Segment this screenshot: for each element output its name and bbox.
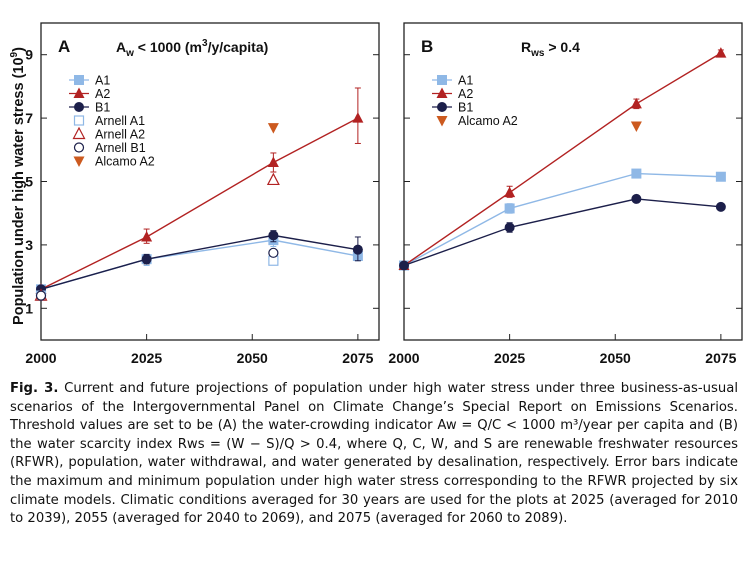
figure-caption: Fig. 3. Current and future projections o… (10, 380, 738, 529)
panel-b-legend-b1-marker (437, 102, 447, 112)
panel-a-legend-arnell-b1-marker (73, 142, 85, 153)
panel-b-xtick-label-2000: 2000 (388, 350, 419, 366)
panel-a-series-a2-point-2075 (352, 112, 364, 123)
panel-b-series-a1 (399, 168, 726, 271)
panel-a-legend-arnell-a2-label: Arnell A2 (95, 128, 145, 142)
panel-b-series-a1-point-2075 (715, 171, 726, 182)
panel-b-legend-alcamo-a2-label: Alcamo A2 (458, 114, 518, 128)
panel-a-title-part-2: < 1000 (m (134, 39, 202, 55)
panel-b-legend-a1-marker (437, 75, 447, 85)
panel-a-legend-alcamo-a2-label: Alcamo A2 (95, 155, 155, 169)
panel-a-series-alcamo-a2 (267, 123, 279, 134)
panel-a-series-a1-line (40, 239, 359, 290)
panel-a-title: Aw < 1000 (m3/y/capita) (116, 38, 268, 59)
panel-b-legend-a2-label: A2 (458, 87, 473, 101)
panel-a-title-part-4: /y/capita) (208, 39, 269, 55)
panel-a-ytick-label-7: 7 (25, 110, 33, 126)
panel-a-legend-a1-label: A1 (95, 74, 110, 88)
panel-a-legend-arnell-a1-marker (73, 115, 85, 126)
panel-b-series-b1-point-2025 (504, 222, 515, 233)
panel-b-series-alcamo-a2 (630, 121, 642, 133)
panel-a-legend-arnell-a2-marker (72, 126, 86, 140)
panel-a-ytick-label-9: 9 (25, 47, 33, 63)
panel-a-series-arnell-b1-point-2000 (35, 290, 47, 301)
panel-b-xtick-label-2050: 2050 (600, 350, 631, 366)
panel-a-frame (40, 22, 380, 341)
panel-b-xtick-label-2025: 2025 (494, 350, 525, 366)
panel-b-series-b1-point-2000 (399, 260, 409, 271)
panel-a-title-part-3: 3 (202, 38, 208, 49)
panel-a-series-arnell-a2 (34, 172, 280, 301)
panel-a-series-arnell-a1 (35, 255, 279, 301)
panel-b-series-b1 (399, 193, 726, 271)
panel-b-title-part-2: > 0.4 (544, 39, 580, 55)
panel-b-series-a1-point-2025 (504, 203, 515, 214)
panel-b-title-part-1: ws (530, 48, 545, 59)
panel-a-title-part-0: A (116, 39, 126, 55)
panel-a-series-b1-point-2025 (141, 254, 152, 265)
panel-a-legend-arnell-a1-label: Arnell A1 (95, 114, 145, 128)
caption-text-content: Current and future projections of popula… (10, 381, 738, 527)
panel-b-xtick-label-2075: 2075 (705, 350, 736, 366)
panel-a-letter: A (58, 37, 70, 56)
panel-b-title-part-0: R (521, 39, 531, 55)
panel-a-series-arnell-b1-point-2055 (268, 247, 279, 258)
panel-b-series-a1-line (403, 172, 721, 267)
panel-b-legend-a2-marker (436, 87, 448, 98)
panel-b-title: Rws > 0.4 (521, 39, 580, 59)
panel-a-legend-alcamo-a2-marker (73, 156, 85, 167)
panel-b-legend-a1-label: A1 (458, 74, 473, 88)
panel-a-xtick-label-2050: 2050 (237, 350, 268, 366)
panel-a-series-b1 (36, 230, 363, 295)
panel-b-series-a2-line (403, 52, 722, 267)
panel-b-series-alcamo-a2-point-2055 (630, 121, 642, 133)
panel-b-series-a2-point-2075 (715, 47, 727, 58)
panel-a-title-part-1: w (125, 48, 134, 59)
panel-a-series-b1-line (40, 234, 358, 290)
panel-a-series-a2-point-2025 (141, 230, 153, 242)
panel-b-letter: B (421, 37, 433, 56)
y-axis-label-text: Population under high water stress ( (11, 73, 27, 325)
panel-b-series-b1-point-2075 (715, 201, 726, 212)
panel-a-series-arnell-a2-point-2055 (266, 172, 280, 186)
caption-label: Fig. 3. (10, 381, 59, 396)
panel-a-ytick-label-1: 1 (25, 300, 33, 316)
panel-a-ytick-label-3: 3 (25, 237, 33, 253)
panel-b-legend-alcamo-a2-marker (436, 116, 448, 127)
panel-a-series-b1-point-2055 (268, 230, 279, 241)
panel-b-series-b1-line (403, 198, 721, 267)
panel-a-legend-b1-marker (74, 102, 84, 112)
panel-a-legend-arnell-b1-label: Arnell B1 (95, 141, 146, 155)
panel-a-xtick-label-2000: 2000 (25, 350, 56, 366)
panel-a-ytick-label-5: 5 (25, 174, 33, 190)
panel-b-series-a1-point-2055 (631, 168, 642, 179)
panel-a-series-b1-point-2075 (352, 244, 363, 255)
y-axis-label-superscript: 9 (9, 51, 20, 57)
panel-a-xtick-label-2025: 2025 (131, 350, 162, 366)
panel-a-legend-a1-marker (74, 75, 84, 85)
y-axis-label-exponent: 10 (11, 57, 27, 73)
panel-a-series-arnell-b1 (35, 247, 279, 301)
panel-a-legend-a2-marker (73, 87, 85, 98)
panel-a-legend-a2-label: A2 (95, 87, 110, 101)
panel-a-series-alcamo-a2-point-2055 (267, 123, 279, 134)
panel-a-legend-b1-label: B1 (95, 101, 110, 115)
panel-b-series-a2-point-2055 (630, 97, 642, 109)
panel-b-legend-b1-label: B1 (458, 101, 473, 115)
y-axis-label: Population under high water stress (109) (9, 47, 27, 325)
panel-b-series-a2-point-2025 (504, 186, 516, 198)
figure-3: Population under high water stress (109)… (9, 22, 743, 366)
panel-a-series-a2-line (40, 117, 359, 290)
panel-a-series-a2 (35, 87, 364, 294)
caption-text: Current and future projections of popula… (10, 381, 738, 526)
panel-b-series-b1-point-2055 (631, 193, 642, 204)
y-axis-label-close: ) (11, 47, 27, 52)
panel-a-series-a2-point-2055 (267, 156, 279, 167)
panel-a-xtick-label-2075: 2075 (342, 350, 373, 366)
